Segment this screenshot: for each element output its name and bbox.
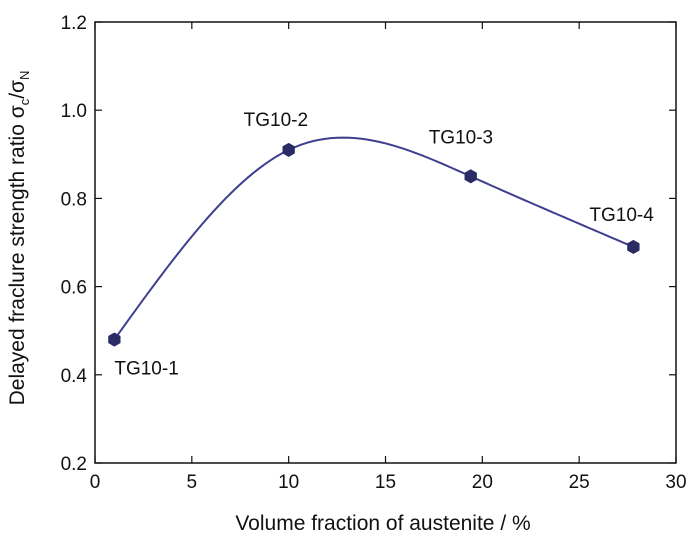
y-axis-title: Delayed fraclure strength ratio σc/σN bbox=[6, 71, 32, 406]
y-axis-title-text: Delayed fraclure strength ratio bbox=[6, 118, 29, 405]
data-point bbox=[108, 332, 121, 347]
series-line bbox=[113, 136, 634, 341]
data-markers bbox=[108, 142, 640, 347]
data-point bbox=[627, 239, 640, 254]
y-tick-label: 0.8 bbox=[61, 189, 87, 210]
y-tick-label: 0.2 bbox=[61, 454, 87, 475]
y-tick-label: 0.4 bbox=[61, 366, 88, 387]
x-axis: 0 5 10 15 20 25 30 bbox=[90, 22, 687, 493]
y-axis-title-sigma-2: σ bbox=[6, 80, 29, 93]
x-tick-label: 10 bbox=[278, 472, 299, 493]
y-axis-title-sub-c: c bbox=[17, 98, 32, 105]
y-axis: 0.2 0.4 0.6 0.8 1.0 1.2 bbox=[61, 13, 676, 475]
data-point bbox=[282, 142, 295, 157]
x-tick-label: 0 bbox=[90, 472, 101, 493]
y-tick-label: 1.2 bbox=[61, 13, 87, 34]
plot-border bbox=[94, 21, 677, 464]
point-label: TG10-2 bbox=[244, 110, 308, 131]
point-label: TG10-4 bbox=[589, 205, 654, 226]
x-tick-label: 20 bbox=[472, 472, 493, 493]
x-tick-label: 5 bbox=[187, 472, 198, 493]
y-axis-title-sigma: σ bbox=[6, 105, 29, 118]
data-point bbox=[464, 169, 477, 184]
x-tick-label: 15 bbox=[375, 472, 396, 493]
x-axis-title: Volume fraction of austenite / % bbox=[235, 512, 530, 535]
y-axis-title-sub-n: N bbox=[17, 71, 32, 80]
x-tick-label: 30 bbox=[665, 472, 686, 493]
plot-frame bbox=[94, 21, 677, 464]
x-tick-label: 25 bbox=[569, 472, 590, 493]
point-label: TG10-3 bbox=[429, 127, 493, 148]
point-labels: TG10-1 TG10-2 TG10-3 TG10-4 bbox=[114, 110, 654, 380]
y-axis-title-slash: / bbox=[6, 93, 29, 99]
y-tick-label: 1.0 bbox=[61, 101, 87, 122]
y-tick-label: 0.6 bbox=[61, 278, 87, 299]
point-label: TG10-1 bbox=[114, 359, 178, 380]
